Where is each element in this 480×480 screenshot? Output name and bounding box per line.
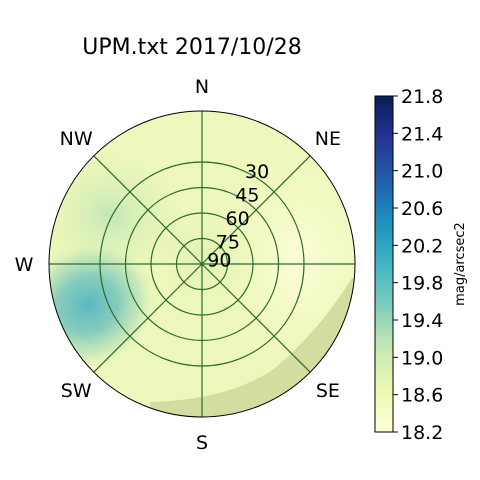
colorbar-label: mag/arcsec2: [453, 222, 468, 306]
colorbar-tick-label: 19.8: [401, 273, 443, 295]
colorbar-tick-label: 20.2: [401, 235, 443, 257]
chart-title: UPM.txt 2017/10/28: [82, 35, 301, 60]
direction-label: SW: [61, 380, 92, 402]
direction-label: S: [196, 432, 208, 454]
polar-grid: [49, 111, 355, 417]
radial-tick-label: 30: [245, 161, 269, 183]
radial-tick-label: 60: [226, 208, 250, 230]
colorbar-fill: [375, 96, 393, 432]
colorbar-tick-label: 21.4: [401, 123, 443, 145]
colorbar-tick-label: 19.4: [401, 310, 443, 332]
direction-label: NW: [60, 128, 93, 150]
direction-label: SE: [316, 380, 340, 402]
colorbar-tick-label: 20.6: [401, 198, 443, 220]
colorbar-tick-label: 21.0: [401, 161, 443, 183]
radial-tick-label: 75: [216, 231, 240, 253]
direction-label: W: [15, 254, 34, 276]
direction-label: N: [195, 76, 209, 98]
colorbar-tick-label: 18.2: [401, 422, 443, 444]
colorbar: 21.8 21.4 21.0 20.6 20.2 19.8 19.4 19.0 18.6 18.2…: [375, 86, 468, 444]
direction-label: NE: [315, 128, 341, 150]
colorbar-tick-label: 18.6: [401, 385, 443, 407]
colorbar-tick-label: 21.8: [401, 86, 443, 108]
radial-tick-label: 45: [235, 184, 259, 206]
colorbar-tick-label: 19.0: [401, 347, 443, 369]
colorbar-ticks: 21.8 21.4 21.0 20.6 20.2 19.8 19.4 19.0 18.6 18.2: [393, 86, 443, 444]
